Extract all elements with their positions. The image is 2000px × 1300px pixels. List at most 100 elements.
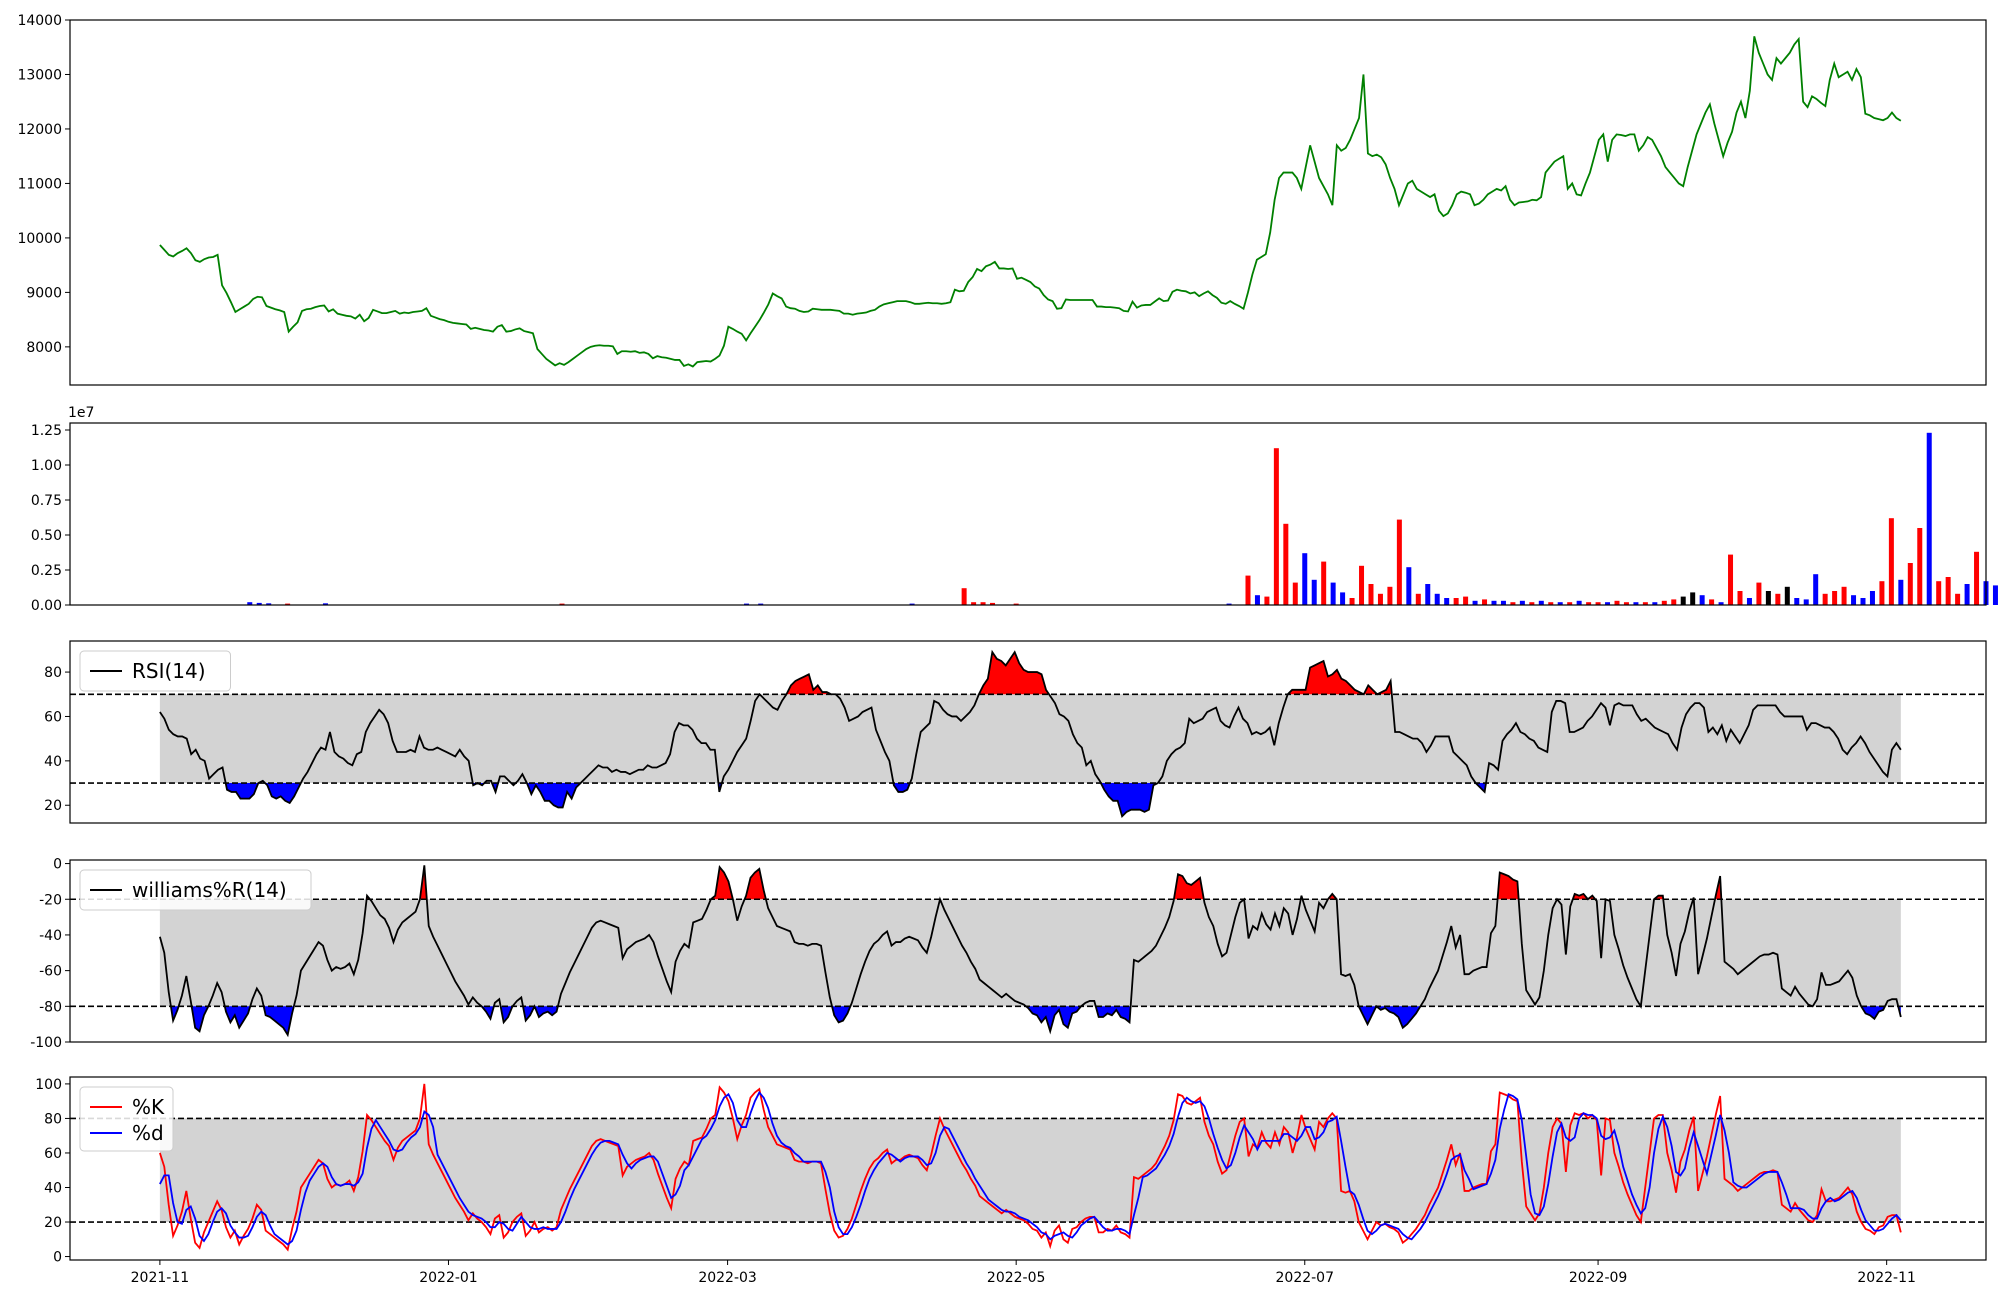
stochastic-band xyxy=(159,1118,1901,1223)
volume-bar xyxy=(1775,593,1781,605)
volume-bar xyxy=(1974,551,1980,605)
volume-bar xyxy=(1605,602,1611,605)
volume-bar xyxy=(1633,602,1639,605)
williams-y-tick-label: -80 xyxy=(39,999,62,1015)
rsi-y-tick-label: 80 xyxy=(44,665,62,681)
williams-y-tick-label: 0 xyxy=(53,857,62,873)
volume-bar xyxy=(1728,554,1734,605)
volume-bar xyxy=(1822,593,1828,605)
volume-bar xyxy=(1671,599,1677,605)
volume-bar xyxy=(980,602,986,605)
x-tick-label: 2021-11 xyxy=(131,1270,190,1286)
volume-bar xyxy=(1709,599,1715,605)
x-tick-label: 2022-09 xyxy=(1569,1270,1628,1286)
volume-bar xyxy=(1832,591,1838,605)
stochastic-y-tick-label: 20 xyxy=(44,1215,62,1231)
x-tick-label: 2022-03 xyxy=(698,1270,757,1286)
volume-bar xyxy=(1321,561,1327,605)
volume-bar xyxy=(744,603,750,605)
volume-bar xyxy=(1548,602,1554,605)
price-y-tick-label: 8000 xyxy=(26,340,62,356)
x-tick-label: 2022-01 xyxy=(419,1270,478,1286)
volume-bar xyxy=(1926,432,1932,605)
stochastic-line-1 xyxy=(159,1083,1902,1252)
volume-bar xyxy=(1013,603,1019,605)
volume-bar xyxy=(1500,600,1506,605)
volume-bar xyxy=(1311,579,1317,605)
volume-bar xyxy=(1690,592,1696,605)
stochastic-line-2 xyxy=(159,1090,1902,1246)
stochastic-frame xyxy=(69,1076,1987,1261)
williams-oversold-fill xyxy=(170,1006,1901,1035)
rsi-legend-label: RSI(14) xyxy=(132,659,206,683)
volume-bar xyxy=(1283,523,1289,605)
volume-bar xyxy=(1387,586,1393,605)
volume-bar xyxy=(1784,586,1790,605)
volume-bar xyxy=(1955,593,1961,605)
volume-bar xyxy=(1765,591,1771,605)
stochastic-y-axis: 0 20 40 60 80 100 xyxy=(35,1077,70,1266)
volume-bar xyxy=(322,603,328,605)
volume-bar xyxy=(247,602,253,605)
rsi-overbought-fill xyxy=(786,652,1392,695)
price-y-tick-label: 11000 xyxy=(17,176,62,192)
volume-bar xyxy=(1860,598,1866,605)
stochastic-y-tick-label: 40 xyxy=(44,1180,62,1196)
rsi-frame xyxy=(69,640,1987,824)
x-tick-label: 2022-11 xyxy=(1857,1270,1916,1286)
stochastic-y-tick-label: 100 xyxy=(35,1077,62,1093)
rsi-y-tick-label: 60 xyxy=(44,709,62,725)
williams-legend-label: williams%R(14) xyxy=(132,878,287,902)
price-y-tick-label: 14000 xyxy=(17,13,62,29)
volume-bar xyxy=(1813,574,1819,605)
volume-bar xyxy=(990,602,996,605)
volume-bar xyxy=(758,603,764,605)
williams-line-1 xyxy=(159,865,1902,1038)
volume-y-tick-label: 1.00 xyxy=(31,458,62,474)
volume-bar xyxy=(1888,518,1894,605)
stochastic-legend-label: %d xyxy=(132,1121,164,1145)
x-axis: 2021-11 2022-01 2022-03 2022-05 2022-07 2022-… xyxy=(131,1260,1916,1286)
price-y-axis: 8000 9000 10000 11000 12000 13000 14000 xyxy=(17,13,70,356)
volume-bar xyxy=(559,603,565,605)
volume-y-axis: 0.00 0.25 0.50 0.75 1.00 1.25 xyxy=(31,423,70,614)
volume-bar xyxy=(1936,581,1942,605)
rsi-legend: RSI(14) xyxy=(79,650,231,692)
volume-bar xyxy=(1368,584,1374,605)
volume-bar xyxy=(1340,592,1346,605)
price-y-tick-label: 9000 xyxy=(26,285,62,301)
volume-bar xyxy=(1917,528,1923,605)
volume-bar xyxy=(256,602,262,605)
price-frame xyxy=(69,19,1987,386)
volume-bar xyxy=(1661,600,1667,605)
rsi-band xyxy=(159,694,1901,784)
volume-bar xyxy=(1623,602,1629,605)
volume-bar xyxy=(1642,602,1648,605)
volume-bar xyxy=(1841,586,1847,605)
volume-bar xyxy=(1292,582,1298,605)
rsi-y-axis: 20 40 60 80 xyxy=(44,665,70,814)
volume-bar xyxy=(1851,595,1857,605)
price-y-tick-label: 13000 xyxy=(17,67,62,83)
volume-bar xyxy=(1964,584,1970,605)
volume-bar xyxy=(1434,593,1440,605)
volume-bar xyxy=(1794,598,1800,605)
volume-bars xyxy=(247,432,1998,605)
volume-bar xyxy=(1264,596,1270,605)
price-y-tick-label: 10000 xyxy=(17,231,62,247)
volume-bar xyxy=(1377,593,1383,605)
volume-y-tick-label: 1.25 xyxy=(31,423,62,439)
williams-y-tick-label: -40 xyxy=(39,928,62,944)
rsi-line-1 xyxy=(159,649,1902,819)
volume-bar xyxy=(1614,600,1620,605)
volume-bar xyxy=(1576,600,1582,605)
price-y-tick-label: 12000 xyxy=(17,122,62,138)
volume-bar xyxy=(1595,602,1601,605)
volume-bar xyxy=(1529,602,1535,605)
volume-bar xyxy=(1652,602,1658,605)
volume-bar xyxy=(1349,598,1355,605)
volume-bar xyxy=(1718,602,1724,605)
volume-bar xyxy=(1737,591,1743,605)
volume-bar xyxy=(1273,448,1279,605)
volume-bar xyxy=(1396,519,1402,605)
